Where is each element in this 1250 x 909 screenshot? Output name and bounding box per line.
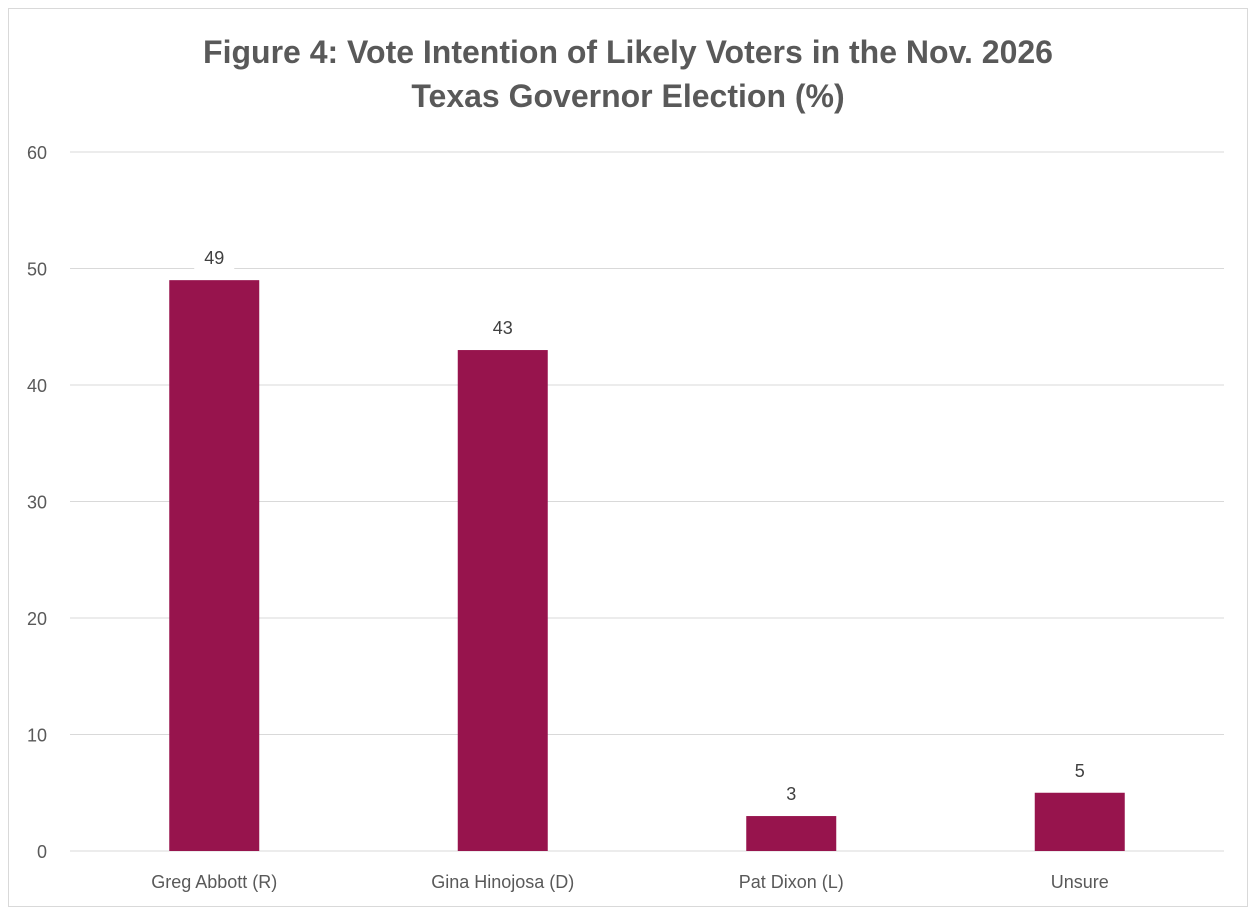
data-label-background: [1059, 756, 1100, 783]
y-tick-label: 10: [27, 726, 47, 746]
chart-title: Figure 4: Vote Intention of Likely Voter…: [0, 30, 1250, 118]
x-axis-tick-labels: Greg Abbott (R) Gina Hinojosa (D) Pat Dixo…: [151, 872, 1109, 892]
data-label-background: [771, 780, 812, 807]
data-label: 5: [1075, 761, 1085, 781]
y-tick-label: 50: [27, 260, 47, 280]
data-label-background: [194, 244, 235, 271]
data-label: 49: [204, 248, 224, 268]
chart-title-line-1: Figure 4: Vote Intention of Likely Voter…: [203, 34, 1053, 70]
bar: [1034, 792, 1125, 851]
bar: [746, 816, 837, 851]
bars: [169, 280, 1125, 851]
bar: [457, 350, 548, 851]
data-label: 43: [493, 318, 513, 338]
x-tick-label: Pat Dixon (L): [739, 872, 844, 892]
x-tick-label: Unsure: [1051, 872, 1109, 892]
y-axis-tick-labels: 0 10 20 30 40 50 60: [27, 143, 47, 862]
x-tick-label: Gina Hinojosa (D): [431, 872, 574, 892]
data-label-background: [482, 314, 523, 341]
y-tick-label: 20: [27, 609, 47, 629]
y-tick-label: 30: [27, 493, 47, 513]
gridlines: [70, 151, 1224, 852]
bar: [169, 280, 260, 851]
y-tick-label: 0: [37, 842, 47, 862]
y-tick-label: 40: [27, 376, 47, 396]
data-labels: 49 43 3 5: [194, 244, 1100, 807]
data-label: 3: [786, 784, 796, 804]
chart-title-line-2: Texas Governor Election (%): [411, 78, 845, 114]
y-tick-label: 60: [27, 143, 47, 163]
x-tick-label: Greg Abbott (R): [151, 872, 277, 892]
